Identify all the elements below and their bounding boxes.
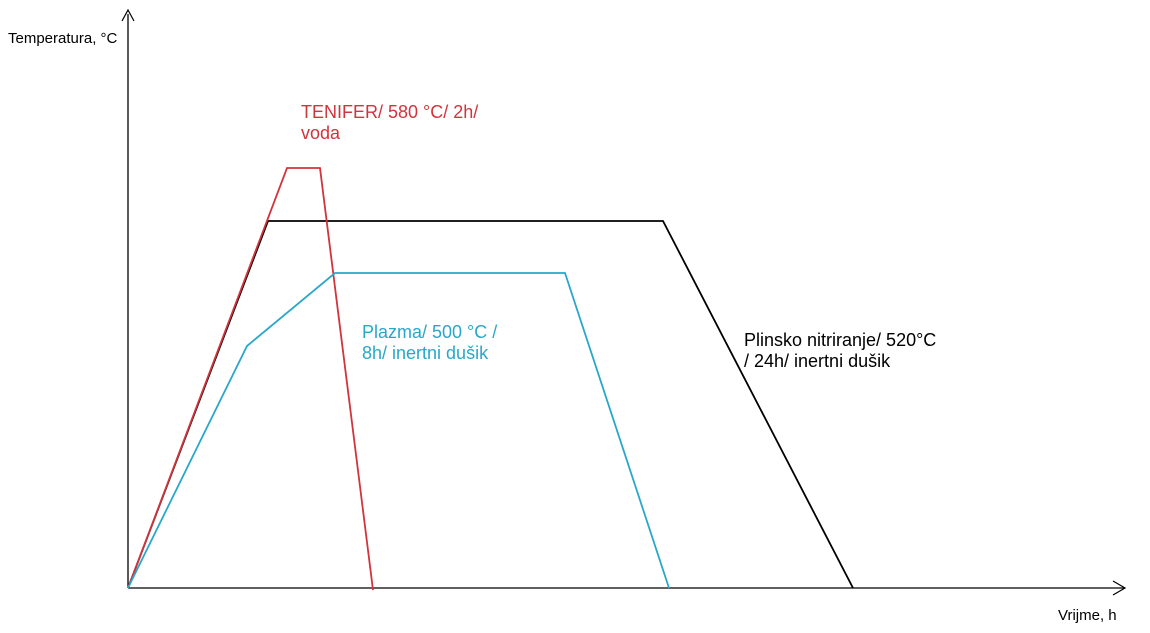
x-axis-label: Vrijme, h: [1058, 607, 1117, 624]
plinsko-label-line1: Plinsko nitriranje/ 520°C: [744, 330, 937, 350]
plinsko-curve: [127, 220, 854, 589]
plazma-label: Plazma/ 500 °C / 8h/ inertni dušik: [362, 322, 497, 363]
tenifer-label-line1: TENIFER/ 580 °C/ 2h/: [301, 102, 479, 122]
x-axis-arrow: [1112, 580, 1127, 596]
tenifer-curve: [127, 167, 374, 591]
tenifer-label: TENIFER/ 580 °C/ 2h/ voda: [301, 102, 478, 143]
y-axis-label: Temperatura, °C: [8, 30, 118, 47]
plinsko-label-line2: / 24h/ inertni dušik: [744, 350, 891, 371]
plazma-label-line1: Plazma/ 500 °C /: [362, 322, 498, 342]
plazma-label-line2: 8h/ inertni dušik: [362, 342, 489, 363]
y-axis-arrow: [121, 8, 135, 22]
tenifer-label-line2: voda: [301, 122, 341, 143]
plinsko-label: Plinsko nitriranje/ 520°C / 24h/ inertni…: [744, 330, 936, 371]
plazma-curve: [127, 272, 670, 589]
